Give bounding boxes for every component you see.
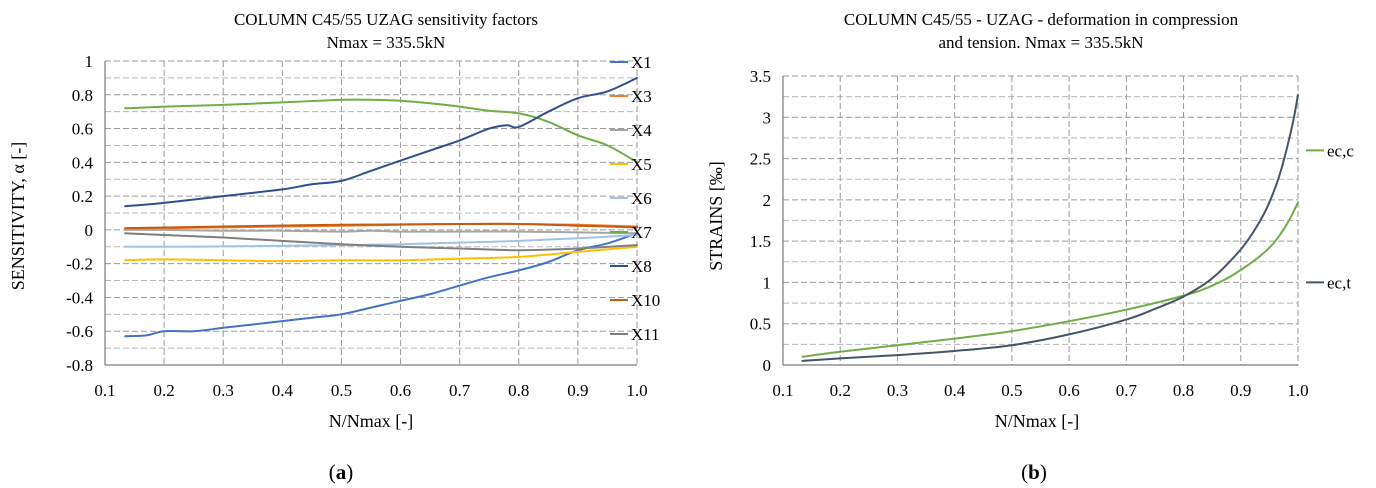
x-axis-label: N/Nmax [-] — [329, 411, 413, 431]
x-tick-label: 0.3 — [213, 381, 234, 400]
x-tick-label: 0.2 — [830, 381, 851, 400]
x-tick-labels: 0.1 0.2 0.3 0.4 0.5 0.6 0.7 0.8 0.9 1.0 — [94, 381, 647, 400]
legend-label: X5 — [631, 155, 652, 174]
y-tick-label: 0 — [763, 356, 772, 375]
x-tick-label: 0.9 — [567, 381, 588, 400]
x-tick-label: 0.3 — [887, 381, 908, 400]
y-tick-label: 2.5 — [750, 150, 771, 169]
y-tick-label: 3 — [763, 108, 772, 127]
legend: X1 X3 X4 X5 X6 X7 X8 X10 X11 — [610, 53, 660, 344]
legend-label: X3 — [631, 87, 652, 106]
legend-label: X11 — [631, 325, 660, 344]
series-line-x8 — [124, 76, 638, 208]
y-tick-label: 1.5 — [750, 232, 771, 251]
y-tick-label: 3.5 — [750, 67, 771, 86]
x-tick-label: 0.5 — [331, 381, 352, 400]
x-tick-label: 0.8 — [508, 381, 529, 400]
legend-label: X7 — [631, 223, 652, 242]
x-tick-label: 0.1 — [772, 381, 793, 400]
y-tick-label: 1 — [85, 52, 94, 71]
chart-subtitle: Nmax = 335.5kN — [327, 33, 446, 52]
series-line-ecc — [801, 201, 1299, 358]
panel-caption: (a) — [329, 460, 354, 484]
legend-label: ec,c — [1327, 141, 1354, 160]
axes — [104, 61, 637, 366]
series-line-x1 — [124, 232, 638, 338]
series-line-x5 — [124, 245, 638, 263]
x-tick-label: 0.8 — [1173, 381, 1194, 400]
x-tick-label: 0.1 — [94, 381, 115, 400]
chart-sensitivity: COLUMN C45/55 UZAG sensitivity factors N… — [8, 10, 660, 484]
series-line-x7 — [124, 98, 638, 164]
legend: ec,c ec,t — [1306, 141, 1354, 292]
legend-label: X6 — [631, 189, 652, 208]
series-line-x10 — [124, 222, 638, 230]
y-tick-labels: -0.8 -0.6 -0.4 -0.2 0 0.2 0.4 0.6 0.8 1 — [66, 52, 93, 375]
y-tick-label: 0.8 — [72, 86, 93, 105]
chart-title: COLUMN C45/55 UZAG sensitivity factors — [234, 10, 538, 29]
series-lines — [801, 94, 1299, 362]
chart-title: COLUMN C45/55 - UZAG - deformation in co… — [844, 10, 1239, 29]
x-tick-label: 0.4 — [272, 381, 294, 400]
y-axis-label: STRAINS [‰] — [706, 161, 726, 271]
y-tick-label: 0.6 — [72, 120, 93, 139]
x-tick-label: 0.6 — [390, 381, 411, 400]
x-tick-label: 0.5 — [1001, 381, 1022, 400]
y-tick-labels: 0 0.5 1 1.5 2 2.5 3 3.5 — [750, 67, 771, 375]
chart-strains: COLUMN C45/55 - UZAG - deformation in co… — [706, 10, 1354, 484]
y-tick-label: 2 — [763, 191, 772, 210]
y-tick-label: 0.2 — [72, 187, 93, 206]
grid-lines — [783, 75, 1299, 366]
x-tick-label: 0.6 — [1058, 381, 1079, 400]
x-tick-label: 0.9 — [1230, 381, 1251, 400]
chart-subtitle: and tension. Nmax = 335.5kN — [938, 33, 1143, 52]
legend-label: ec,t — [1327, 273, 1351, 292]
x-tick-label: 1.0 — [1287, 381, 1308, 400]
series-line-x11 — [124, 232, 638, 252]
legend-label: X1 — [631, 53, 652, 72]
y-tick-label: 0.5 — [750, 315, 771, 334]
panel-caption: (b) — [1021, 460, 1047, 484]
y-tick-label: -0.6 — [66, 322, 93, 341]
y-tick-label: 1 — [763, 273, 772, 292]
y-axis-label: SENSITIVITY, α [-] — [8, 142, 28, 291]
x-tick-label: 0.7 — [1116, 381, 1138, 400]
x-tick-label: 0.2 — [153, 381, 174, 400]
legend-label: X8 — [631, 257, 652, 276]
y-tick-label: 0.4 — [72, 153, 94, 172]
y-tick-label: 0 — [85, 221, 94, 240]
y-tick-label: -0.4 — [66, 288, 93, 307]
axes — [782, 76, 1298, 366]
x-axis-label: N/Nmax [-] — [995, 411, 1079, 431]
x-tick-label: 0.4 — [944, 381, 966, 400]
x-tick-label: 0.7 — [449, 381, 471, 400]
legend-label: X10 — [631, 291, 660, 310]
series-line-x4 — [124, 228, 638, 235]
legend-label: X4 — [631, 121, 652, 140]
x-tick-label: 1.0 — [626, 381, 647, 400]
x-tick-labels: 0.1 0.2 0.3 0.4 0.5 0.6 0.7 0.8 0.9 1.0 — [772, 381, 1308, 400]
series-line-ect — [801, 94, 1299, 362]
y-tick-label: -0.8 — [66, 356, 93, 375]
y-tick-label: -0.2 — [66, 255, 93, 274]
series-lines — [124, 76, 638, 338]
